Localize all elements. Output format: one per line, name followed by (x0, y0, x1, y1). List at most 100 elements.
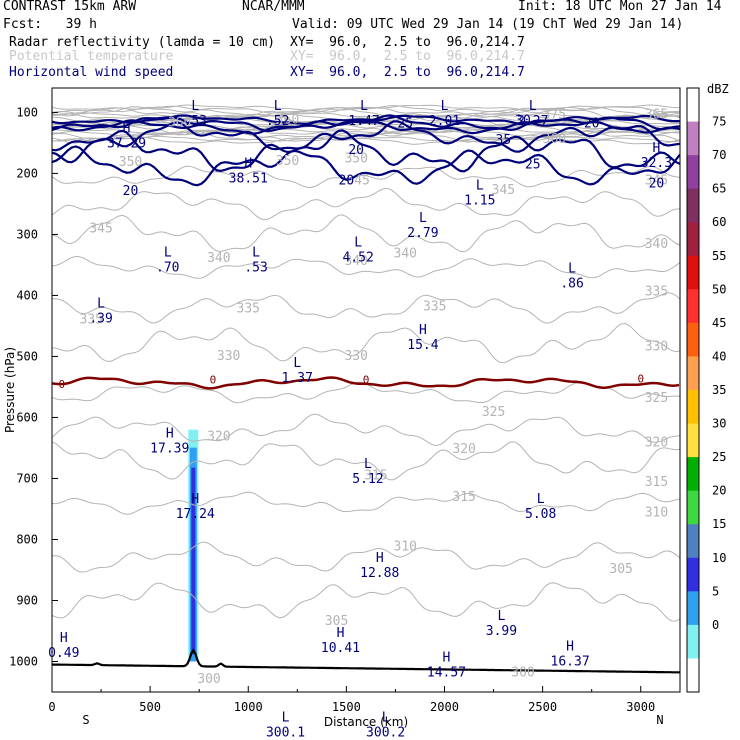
y-tick-label: 500 (16, 349, 38, 363)
theta-label: 335 (80, 312, 103, 327)
extremum-type: L (360, 99, 368, 114)
colorbar-unit: dBZ (707, 82, 729, 96)
theta-label: 315 (645, 475, 668, 490)
theta-label: 320 (207, 430, 230, 445)
colorbar-segment (687, 255, 699, 290)
colorbar-level-label: 25 (712, 450, 726, 464)
theta-label: 300 (197, 672, 220, 687)
extremum-value: 17.24 (176, 507, 215, 522)
theta-contour (52, 413, 680, 447)
y-tick-label: 400 (16, 288, 38, 302)
theta-label: 345 (346, 173, 369, 188)
extremum-value: 2.01 (429, 114, 460, 129)
x-tick-label: 3000 (626, 700, 655, 714)
zero-contour-label: 0 (637, 372, 644, 385)
x-tick-label: 2000 (430, 700, 459, 714)
extremum-value: 16.37 (551, 655, 590, 670)
extremum-value: 5.08 (525, 507, 556, 522)
colorbar-segment (687, 490, 699, 525)
theta-contour (52, 441, 680, 481)
colorbar-segment (687, 289, 699, 324)
theta-contour (52, 187, 680, 221)
theta-label: 325 (645, 391, 668, 406)
extremum-type: H (443, 650, 451, 665)
extremum-marker: H17.24 (176, 492, 215, 522)
extremum-value: 0.49 (48, 646, 79, 661)
theta-contour-upper (52, 112, 680, 119)
colorbar-level-label: 70 (712, 148, 726, 162)
extremum-value: 1.47 (348, 114, 379, 129)
theta-contour (52, 165, 680, 189)
wind-label: 25 (525, 158, 541, 173)
wind-label: 30 (515, 114, 531, 129)
field-theta-name: Potential temperature (9, 49, 174, 64)
wind-label: 35 (496, 133, 512, 148)
extremum-type: L (441, 99, 449, 114)
axis-end-label-left: S (82, 713, 89, 727)
extremum-marker: H17.39 (150, 427, 189, 457)
colorbar-frame (686, 87, 700, 693)
extremum-value: .53 (244, 260, 267, 275)
extremum-type: L (164, 245, 172, 260)
extremum-type: L (537, 492, 545, 507)
theta-label: 345 (89, 222, 112, 237)
theta-contour-upper (52, 105, 680, 114)
wind-label: 20 (339, 173, 355, 188)
extremum-value: 300.2 (366, 725, 405, 740)
extremum-type: L (252, 245, 260, 260)
extremum-value: 3.99 (486, 624, 517, 639)
colorbar-level-label: 40 (712, 349, 726, 363)
extremum-type: L (97, 297, 105, 312)
colorbar-segment (687, 457, 699, 492)
wind-contour (52, 129, 680, 173)
colorbar-level-label: 35 (712, 383, 726, 397)
extremum-value: 32.3 (641, 156, 672, 171)
y-tick-label: 700 (16, 471, 38, 485)
extremum-marker: H12.88 (360, 551, 399, 581)
extremum-type: H (244, 156, 252, 171)
extremum-marker: L1.37 (282, 356, 313, 386)
theta-contour-upper (52, 106, 680, 120)
extremum-marker: L1.47 (348, 99, 379, 129)
colorbar-level-label: 30 (712, 417, 726, 431)
theta-label: 330 (344, 349, 367, 364)
extremum-type: H (337, 626, 345, 641)
extremum-value: 12.88 (360, 566, 399, 581)
extremum-marker: L3.99 (486, 609, 517, 639)
extremum-marker: L2.79 (407, 211, 438, 241)
colorbar-segment (687, 557, 699, 592)
terrain-line (52, 648, 680, 674)
extremum-type: H (123, 122, 131, 137)
colorbar-level-label: 20 (712, 484, 726, 498)
extremum-value: 4.52 (342, 251, 373, 266)
zero-contour-label: 0 (59, 378, 66, 391)
valid-time: Valid: 09 UTC Wed 29 Jan 14 (19 ChT Wed … (292, 17, 684, 32)
y-tick-label: 100 (16, 105, 38, 119)
colorbar-segment (687, 322, 699, 357)
extremum-type: L (293, 356, 301, 371)
colorbar-segment (687, 188, 699, 223)
extremum-value: 2.79 (407, 226, 438, 241)
theta-label: 350 (119, 155, 142, 170)
theta-contour-upper (52, 136, 680, 145)
theta-label: 360 (276, 112, 299, 127)
field-wind-name: Horizontal wind speed (9, 65, 174, 80)
wind-label: 20 (348, 143, 364, 158)
extremum-marker: L1.15 (464, 178, 495, 208)
extremum-type: H (419, 323, 427, 338)
extremum-value: 5.12 (352, 472, 383, 487)
extremum-type: L (419, 211, 427, 226)
extremum-value: .86 (560, 276, 583, 291)
wind-label: 25 (397, 117, 413, 132)
field-reflectivity-xy: XY= 96.0, 2.5 to 96.0,214.7 (290, 35, 525, 50)
extremum-marker: H0.49 (48, 631, 79, 661)
extremum-value: 17.39 (150, 442, 189, 457)
extremum-marker: H38.51 (229, 156, 268, 186)
theta-label: 305 (325, 614, 348, 629)
extremum-value: .70 (156, 260, 179, 275)
extremum-type: L (364, 457, 372, 472)
theta-label: 340 (344, 254, 367, 269)
theta-contour (52, 255, 680, 279)
